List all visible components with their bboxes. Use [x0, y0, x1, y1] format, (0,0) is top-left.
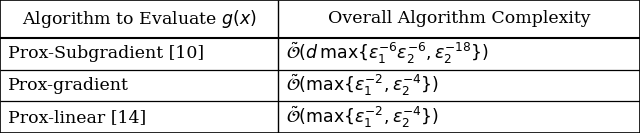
Text: Algorithm to Evaluate $g(x)$: Algorithm to Evaluate $g(x)$ [22, 8, 257, 30]
Text: Prox-Subgradient [10]: Prox-Subgradient [10] [8, 45, 204, 62]
Text: Prox-linear [14]: Prox-linear [14] [8, 109, 146, 126]
Text: $\tilde{\mathcal{O}}(\mathrm{max}\{\varepsilon_1^{-2}, \varepsilon_2^{-4}\})$: $\tilde{\mathcal{O}}(\mathrm{max}\{\vare… [286, 73, 439, 98]
Text: $\tilde{\mathcal{O}}(d\,\mathrm{max}\{\varepsilon_1^{-6}\varepsilon_2^{-6}, \var: $\tilde{\mathcal{O}}(d\,\mathrm{max}\{\v… [286, 41, 490, 66]
Text: Prox-gradient: Prox-gradient [8, 77, 129, 94]
Text: $\tilde{\mathcal{O}}(\mathrm{max}\{\varepsilon_1^{-2}, \varepsilon_2^{-4}\})$: $\tilde{\mathcal{O}}(\mathrm{max}\{\vare… [286, 104, 439, 130]
Text: Overall Algorithm Complexity: Overall Algorithm Complexity [328, 11, 591, 28]
